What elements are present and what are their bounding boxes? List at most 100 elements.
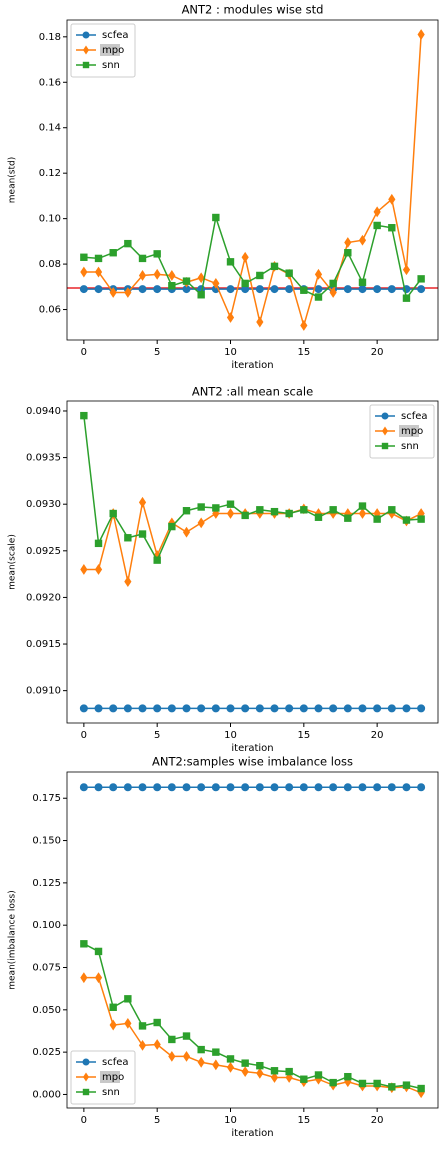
legend-marker — [82, 61, 90, 69]
point — [94, 266, 103, 278]
point — [255, 783, 264, 792]
point — [417, 783, 426, 792]
point — [138, 704, 147, 713]
point — [226, 1061, 235, 1073]
point — [343, 285, 352, 294]
y-tick-label: 0.0915 — [26, 639, 61, 650]
point — [197, 704, 206, 713]
point — [153, 1018, 161, 1027]
point — [79, 285, 88, 294]
legend-marker — [82, 1088, 90, 1096]
point — [241, 1059, 249, 1067]
point — [182, 1032, 191, 1040]
point — [226, 1055, 235, 1063]
point — [124, 534, 132, 542]
point — [212, 213, 220, 222]
point — [241, 511, 249, 520]
point — [241, 783, 250, 792]
point — [358, 704, 367, 713]
point — [373, 206, 381, 218]
point — [373, 221, 381, 230]
x-axis-label: iteration — [231, 360, 273, 371]
x-axis-label: iteration — [231, 1128, 273, 1139]
y-tick-label: 0.125 — [32, 878, 61, 889]
point — [211, 783, 220, 792]
point — [168, 270, 176, 281]
point — [212, 278, 220, 289]
legend-label: scfea — [102, 1057, 129, 1068]
point — [124, 995, 132, 1003]
chart-title: ANT2 :all mean scale — [192, 385, 313, 399]
point — [197, 291, 205, 299]
y-tick-label: 0.0910 — [26, 686, 61, 697]
point — [373, 515, 381, 523]
point — [270, 704, 279, 713]
legend-marker — [82, 1058, 90, 1066]
point — [80, 411, 88, 420]
legend-label: mpo — [102, 1072, 124, 1083]
point — [138, 254, 147, 263]
point — [138, 783, 147, 792]
point — [344, 1072, 352, 1081]
point — [255, 285, 264, 294]
point — [124, 239, 132, 248]
point — [153, 556, 161, 564]
point — [241, 279, 249, 288]
y-tick-label: 0.025 — [32, 1047, 61, 1058]
selection-highlight — [100, 1071, 120, 1083]
point — [373, 1079, 381, 1088]
point — [373, 783, 382, 792]
point — [329, 1078, 337, 1087]
x-tick-label: 5 — [154, 347, 160, 358]
point — [388, 193, 396, 205]
point — [417, 29, 425, 40]
point — [285, 704, 294, 713]
plot-frame — [66, 400, 439, 724]
point — [153, 285, 162, 294]
point — [344, 249, 352, 257]
y-tick-label: 0.050 — [32, 1005, 61, 1016]
point — [138, 1039, 147, 1051]
point — [182, 1050, 191, 1062]
y-tick-label: 0.10 — [39, 214, 61, 225]
point — [109, 287, 117, 298]
point — [80, 564, 88, 575]
x-tick-label: 10 — [224, 730, 237, 741]
point — [300, 506, 308, 514]
point — [153, 268, 161, 280]
point — [358, 285, 367, 294]
point — [80, 972, 88, 984]
point — [358, 783, 367, 792]
point — [182, 783, 191, 792]
point — [226, 500, 235, 508]
legend-label: snn — [102, 1087, 120, 1098]
point — [285, 783, 294, 792]
plot-frame — [66, 771, 439, 1109]
point — [300, 286, 308, 294]
point — [197, 517, 205, 529]
x-tick-label: 0 — [81, 1115, 87, 1126]
point — [124, 287, 132, 298]
x-tick-label: 5 — [154, 730, 160, 741]
point — [153, 250, 161, 258]
point — [417, 515, 425, 523]
point — [343, 783, 352, 792]
point — [226, 258, 235, 266]
point — [182, 507, 191, 515]
plot-frame — [66, 19, 439, 341]
point — [94, 947, 103, 956]
point — [80, 266, 88, 278]
point — [80, 253, 88, 261]
selection-highlight — [399, 425, 419, 437]
x-tick-label: 0 — [81, 730, 87, 741]
point — [94, 972, 103, 984]
point — [109, 1003, 117, 1011]
point — [358, 278, 367, 286]
point — [256, 506, 264, 514]
legend-label: mpo — [102, 45, 124, 56]
point — [109, 1019, 117, 1031]
point — [358, 234, 367, 246]
x-tick-label: 10 — [224, 347, 237, 358]
point — [167, 783, 176, 792]
